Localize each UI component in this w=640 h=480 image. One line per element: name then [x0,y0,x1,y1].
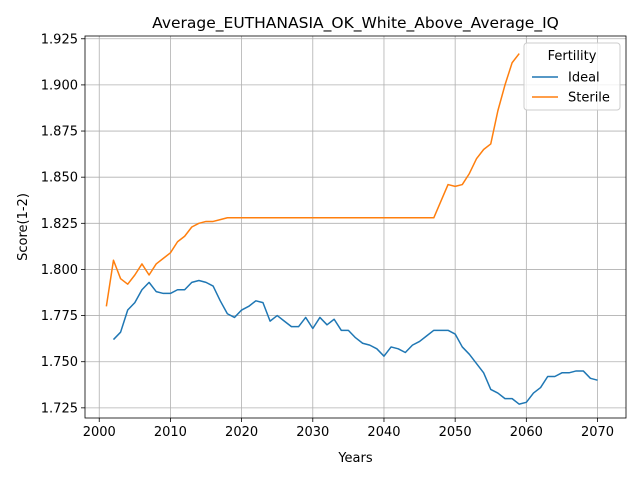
x-tick-label: 2040 [367,425,400,440]
y-tick-label: 1.800 [41,263,78,278]
plot-lines [105,53,598,405]
x-tick-label: 2050 [439,425,472,440]
legend-label-sterile: Sterile [568,91,610,106]
legend-box [523,42,621,111]
legend-title: Fertility [548,49,597,64]
x-tick-label: 2000 [83,425,116,440]
y-tick-label: 1.925 [41,32,78,47]
y-tick-label: 1.900 [41,78,78,93]
y-axis-label: Score(1-2) [16,193,31,261]
y-tick-label: 1.875 [41,125,78,140]
plot-frame [84,35,627,419]
chart-title: Average_EUTHANASIA_OK_White_Above_Averag… [152,14,559,33]
x-tick-label: 2020 [225,425,258,440]
x-tick-label: 2010 [154,425,187,440]
series-line-ideal [112,279,598,405]
y-tick-label: 1.850 [41,171,78,186]
x-tick-label: 2060 [510,425,543,440]
legend-items: Ideal Sterile [532,71,610,106]
x-tick-label: 2030 [296,425,329,440]
y-tick-label: 1.750 [41,355,78,370]
y-tick-label: 1.825 [41,217,78,232]
x-axis-label: Years [337,451,373,466]
x-tick-label: 2070 [581,425,614,440]
series-line-sterile [105,53,520,307]
legend: Fertility Ideal Sterile [523,42,621,111]
y-tick-label: 1.725 [41,401,78,416]
y-axis: 1.725 1.750 1.775 1.800 1.825 1.850 1.875 1.900… [41,32,85,416]
x-axis: 2000 2010 2020 2030 2040 2050 2060 2070 [83,418,614,440]
y-tick-label: 1.775 [41,309,78,324]
legend-label-ideal: Ideal [568,71,600,86]
